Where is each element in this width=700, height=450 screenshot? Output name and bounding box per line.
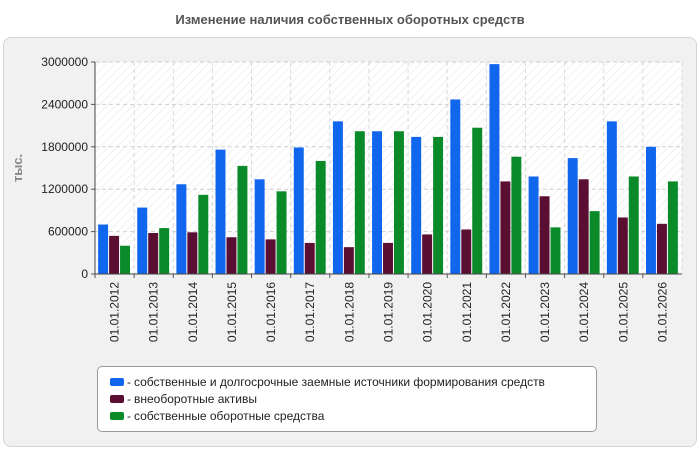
bar xyxy=(372,131,383,274)
bar xyxy=(276,191,287,274)
bar xyxy=(215,149,226,274)
y-tick-label: 600000 xyxy=(48,225,88,239)
bar xyxy=(422,234,433,274)
bar xyxy=(315,160,326,274)
legend-swatch-green xyxy=(110,411,124,420)
bar xyxy=(489,64,500,275)
bar xyxy=(293,147,304,274)
x-tick-label: 01.01.2015 xyxy=(225,282,239,342)
bar xyxy=(461,229,472,274)
bar xyxy=(528,176,539,274)
bar xyxy=(656,223,667,274)
bar xyxy=(578,179,589,274)
bar xyxy=(628,176,639,274)
bar xyxy=(383,242,393,274)
bar xyxy=(265,239,276,274)
x-tick-label: 01.01.2013 xyxy=(147,282,161,342)
bar xyxy=(450,99,461,274)
y-tick-label: 0 xyxy=(81,267,88,281)
bar xyxy=(500,181,511,274)
x-tick-label: 01.01.2022 xyxy=(499,282,513,342)
x-tick-label: 01.01.2016 xyxy=(264,282,278,342)
bar xyxy=(159,228,170,274)
x-tick-label: 01.01.2021 xyxy=(460,282,474,342)
bar xyxy=(198,194,209,274)
y-tick-label: 2400000 xyxy=(41,97,88,111)
x-tick-label: 01.01.2026 xyxy=(655,282,669,342)
bar xyxy=(109,235,120,274)
y-axis-label: тыс. xyxy=(10,154,25,182)
legend: - собственные и долгосрочные заемные ист… xyxy=(97,366,597,432)
bar xyxy=(98,224,109,274)
bar xyxy=(187,232,198,274)
bar xyxy=(226,237,237,274)
legend-label: собственные оборотные средства xyxy=(134,408,325,423)
legend-item: - внеоборотные активы xyxy=(110,390,596,407)
x-tick-label: 01.01.2012 xyxy=(108,282,122,342)
x-tick-label: 01.01.2020 xyxy=(421,282,435,342)
bar xyxy=(343,247,354,274)
chart-title: Изменение наличия собственных оборотных … xyxy=(175,12,525,27)
bar xyxy=(539,196,550,274)
x-tick-label: 01.01.2025 xyxy=(616,282,630,342)
bar xyxy=(567,158,578,274)
bar xyxy=(511,156,522,274)
bar xyxy=(472,127,483,274)
bar xyxy=(589,211,600,274)
y-tick-label: 3000000 xyxy=(41,55,88,69)
bar xyxy=(617,217,628,274)
x-tick-label: 01.01.2024 xyxy=(577,282,591,342)
bar xyxy=(254,179,265,274)
legend-swatch-blue xyxy=(110,377,124,386)
legend-swatch-maroon xyxy=(110,394,124,403)
bar xyxy=(393,131,404,274)
bar xyxy=(606,121,617,274)
legend-label: внеоборотные активы xyxy=(134,391,257,406)
legend-item: - собственные оборотные средства xyxy=(110,407,596,424)
y-tick-label: 1800000 xyxy=(41,140,88,154)
bar xyxy=(148,233,159,274)
bar xyxy=(120,245,131,274)
x-tick-label: 01.01.2023 xyxy=(538,282,552,342)
bar xyxy=(354,131,365,274)
bar xyxy=(137,207,148,274)
bar xyxy=(550,227,561,274)
legend-label: собственные и долгосрочные заемные источ… xyxy=(134,374,545,389)
bar xyxy=(237,165,248,274)
x-tick-label: 01.01.2014 xyxy=(186,282,200,342)
y-tick-label: 1200000 xyxy=(41,182,88,196)
bar xyxy=(433,136,444,274)
x-tick-label: 01.01.2018 xyxy=(342,282,356,342)
bar xyxy=(332,121,343,274)
bar xyxy=(411,136,422,274)
legend-item: - собственные и долгосрочные заемные ист… xyxy=(110,373,596,390)
bar xyxy=(304,242,315,274)
bar xyxy=(176,184,187,274)
bar xyxy=(667,181,678,274)
bar xyxy=(645,146,656,274)
x-tick-label: 01.01.2019 xyxy=(382,282,396,342)
x-tick-label: 01.01.2017 xyxy=(303,282,317,342)
